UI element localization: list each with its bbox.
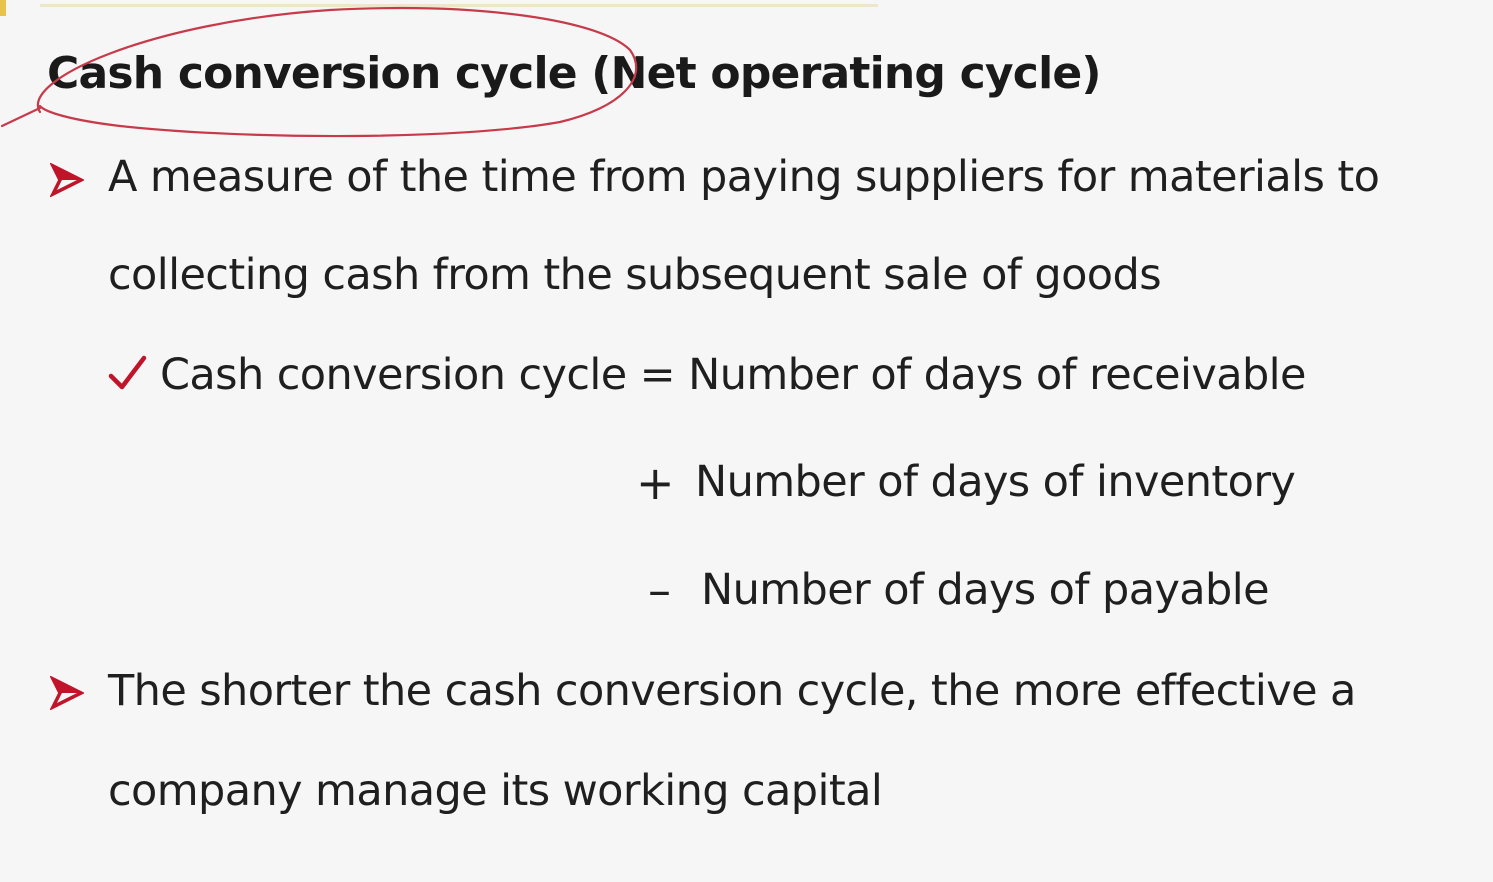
bullet-1-line-1: A measure of the time from paying suppli… — [108, 152, 1380, 202]
bullet-1-line-2: collecting cash from the subsequent sale… — [108, 250, 1162, 300]
slide-title: Cash conversion cycle (Net operating cyc… — [47, 48, 1102, 99]
arrow-bullet-icon — [50, 676, 84, 710]
formula-lhs: Cash conversion cycle = Number of days o… — [160, 350, 1306, 400]
bullet-2-line-2: company manage its working capital — [108, 766, 883, 816]
formula-term-inventory: Number of days of inventory — [695, 457, 1296, 507]
top-divider — [40, 4, 878, 7]
bullet-2-line-1: The shorter the cash conversion cycle, t… — [108, 666, 1356, 716]
plus-sign: + — [636, 456, 675, 510]
minus-sign: – — [648, 563, 671, 617]
arrow-bullet-icon — [50, 163, 84, 197]
corner-marker — [0, 0, 6, 16]
formula-term-payable: Number of days of payable — [701, 565, 1270, 615]
checkmark-icon — [108, 355, 147, 390]
